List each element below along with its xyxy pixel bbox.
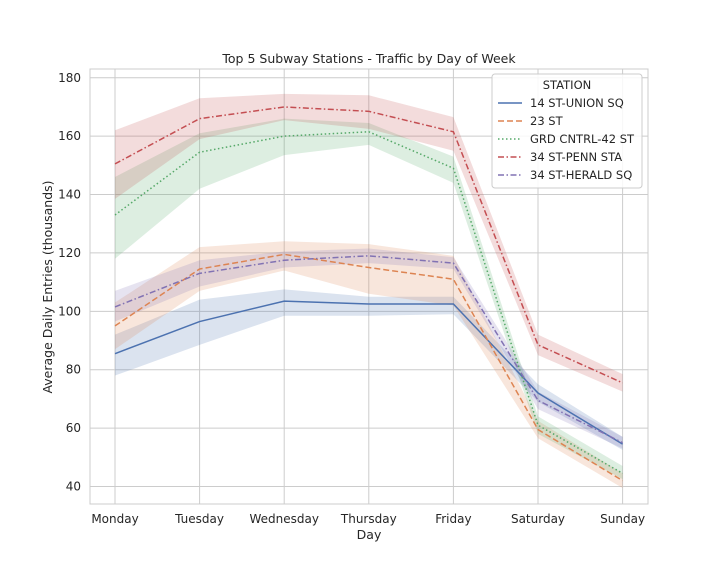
x-axis-title: Day xyxy=(357,527,382,542)
y-tick-label: 60 xyxy=(66,421,81,435)
legend: STATION 14 ST-UNION SQ 23 ST GRD CNTRL-42 … xyxy=(491,73,643,189)
series-lines xyxy=(114,106,623,482)
y-tick-label: 40 xyxy=(66,479,81,493)
x-tick-label: Wednesday xyxy=(249,512,318,526)
grid xyxy=(90,69,648,504)
y-tick-label: 80 xyxy=(66,363,81,377)
x-axis-ticks: Monday Tuesday Wednesday Thursday Friday Satu… xyxy=(91,512,645,526)
y-tick-label: 120 xyxy=(58,246,81,260)
legend-title: STATION xyxy=(543,78,591,92)
y-tick-label: 160 xyxy=(58,129,81,143)
series-line xyxy=(114,253,623,482)
legend-label: 34 ST-HERALD SQ xyxy=(530,168,632,182)
legend-entries: 14 ST-UNION SQ 23 ST GRD CNTRL-42 ST 34 ST-… xyxy=(498,96,635,182)
confidence-band xyxy=(115,93,623,392)
confidence-bands xyxy=(115,93,623,488)
legend-label: GRD CNTRL-42 ST xyxy=(530,132,635,146)
legend-label: 23 ST xyxy=(530,114,564,128)
series-line xyxy=(114,131,623,474)
legend-label: 34 ST-PENN STA xyxy=(530,150,622,164)
legend-box xyxy=(491,73,643,189)
y-tick-label: 140 xyxy=(58,188,81,202)
legend-label: 14 ST-UNION SQ xyxy=(530,96,624,110)
plot-frame xyxy=(89,68,649,505)
chart-title: Top 5 Subway Stations - Traffic by Day o… xyxy=(221,51,516,66)
confidence-band xyxy=(115,118,623,480)
y-tick-label: 180 xyxy=(58,71,81,85)
x-tick-label: Sunday xyxy=(600,512,645,526)
x-tick-label: Monday xyxy=(91,512,138,526)
confidence-band xyxy=(115,241,623,488)
x-tick-label: Saturday xyxy=(511,512,565,526)
series-line xyxy=(114,255,623,444)
y-tick-label: 100 xyxy=(58,304,81,318)
y-axis-title: Average Daily Entries (thousands) xyxy=(40,180,55,393)
confidence-band xyxy=(115,289,623,450)
x-tick-label: Friday xyxy=(435,512,471,526)
y-axis-ticks: 40 60 80 100 120 140 160 180 xyxy=(58,71,81,494)
series-line xyxy=(114,106,623,384)
series-line xyxy=(114,300,623,445)
x-tick-label: Tuesday xyxy=(174,512,224,526)
x-tick-label: Thursday xyxy=(340,512,397,526)
